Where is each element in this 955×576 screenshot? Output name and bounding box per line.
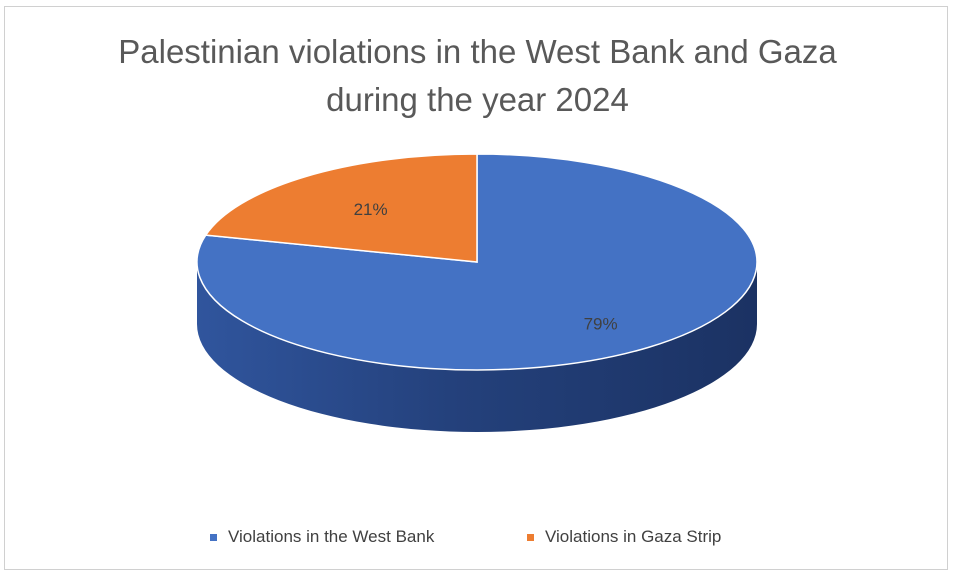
chart-title: Palestinian violations in the West Bank … [0, 28, 955, 124]
legend: Violations in the West Bank Violations i… [0, 527, 955, 557]
chart-title-line-2: during the year 2024 [326, 81, 629, 118]
legend-item-west-bank: Violations in the West Bank [210, 527, 434, 547]
pie-slice-west-bank [196, 153, 758, 371]
legend-swatch-west-bank [210, 533, 217, 541]
pie-top-face [196, 153, 758, 371]
legend-item-gaza-strip: Violations in Gaza Strip [527, 527, 721, 547]
pie-data-labels: 79% 21% [354, 200, 618, 333]
legend-label-gaza-strip: Violations in Gaza Strip [545, 527, 722, 546]
chart-title-line-1: Palestinian violations in the West Bank … [118, 33, 837, 70]
data-label-gaza-strip: 21% [354, 200, 388, 219]
legend-swatch-gaza-strip [527, 533, 534, 541]
legend-label-west-bank: Violations in the West Bank [228, 527, 435, 546]
data-label-west-bank: 79% [584, 314, 618, 333]
pie-slice-gaza-strip [204, 153, 478, 263]
pie-side-west-bank [197, 262, 757, 432]
pie-side-wall [197, 262, 757, 432]
